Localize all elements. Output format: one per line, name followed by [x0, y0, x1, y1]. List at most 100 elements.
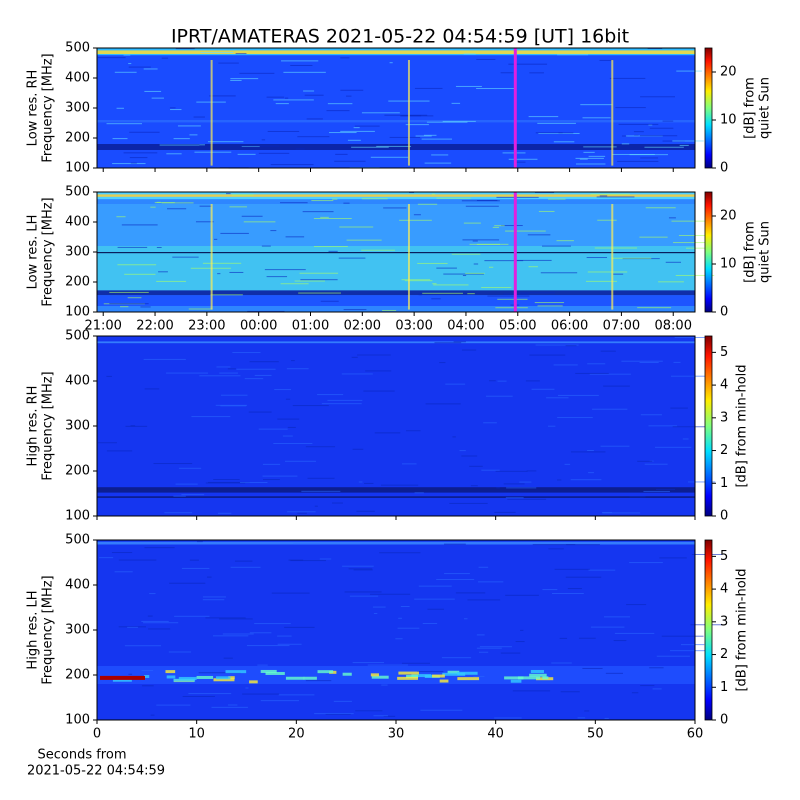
- spectrogram-noise: [220, 405, 247, 407]
- spectrogram-noise: [129, 131, 160, 133]
- spectrogram-noise: [648, 425, 678, 427]
- spectrogram-noise: [588, 569, 616, 571]
- spectrogram-noise: [169, 107, 176, 109]
- spectrogram-noise: [193, 116, 205, 118]
- spectrogram-noise: [455, 85, 482, 87]
- spectrogram-noise: [461, 349, 477, 351]
- spectrogram-noise: [436, 579, 475, 581]
- spectrogram-noise: [469, 243, 509, 245]
- spectrogram-noise: [444, 573, 470, 575]
- y-tick-label: 200: [65, 131, 90, 146]
- burst-streak: [611, 60, 614, 166]
- spectrogram-noise: [106, 123, 143, 125]
- spectrogram-noise: [426, 121, 468, 123]
- spectrogram-noise: [538, 210, 555, 212]
- spectrogram-noise: [612, 273, 624, 275]
- spectrogram-noise: [570, 451, 606, 453]
- spectrogram-noise: [455, 592, 486, 594]
- spectrogram-noise: [199, 205, 213, 207]
- burst-patch: [431, 674, 445, 678]
- spectrogram-noise: [590, 193, 630, 195]
- spectrogram-noise: [519, 481, 532, 483]
- spectrogram-noise: [467, 293, 475, 295]
- spectrogram-noise: [575, 372, 609, 374]
- spectrogram-noise: [237, 153, 256, 155]
- spectrogram-noise: [291, 360, 295, 362]
- spectrogram-noise: [327, 103, 353, 105]
- spectrogram-noise: [515, 259, 552, 261]
- spectrogram-noise: [290, 560, 327, 562]
- spectrogram-noise: [488, 266, 494, 268]
- spectrogram-noise: [205, 482, 246, 484]
- spectrogram-noise: [479, 646, 512, 648]
- spectrogram-noise: [294, 280, 325, 282]
- spectrogram-noise: [302, 211, 334, 213]
- spectrogram-noise: [531, 388, 555, 390]
- spectrogram-noise: [295, 148, 305, 150]
- spectrogram-noise: [597, 219, 617, 221]
- spectrogram-noise: [400, 115, 434, 117]
- spectrogram-noise: [431, 154, 449, 156]
- spectrogram-noise: [285, 236, 305, 238]
- x-tick-label: 10: [188, 727, 205, 742]
- spectrogram-noise: [266, 96, 285, 98]
- spectrogram-noise: [500, 652, 521, 654]
- y-tick-label: 100: [65, 713, 90, 728]
- spectrogram-noise: [585, 280, 618, 282]
- spectrogram-noise: [476, 88, 515, 90]
- colorbar-tick-label: 3: [720, 614, 728, 629]
- spectrogram-noise: [361, 249, 395, 251]
- spectrogram-noise: [542, 589, 558, 591]
- spectrogram-noise: [512, 690, 551, 692]
- x-tick-label: 00:00: [240, 319, 277, 334]
- spectrogram-noise: [529, 72, 544, 74]
- spectrogram-noise: [376, 145, 412, 147]
- colorbar-tick-label: 10: [720, 113, 737, 128]
- spectrogram-noise: [156, 704, 191, 706]
- spectrogram-noise: [307, 477, 335, 479]
- spectrogram-noise: [643, 490, 670, 492]
- y-tick-label: 200: [65, 668, 90, 683]
- spectrogram-noise: [344, 591, 382, 593]
- spectrogram-noise: [494, 225, 505, 227]
- colorbar-tick-label: 0: [720, 305, 728, 320]
- spectrogram-noise: [127, 626, 138, 628]
- spectrogram-noise: [621, 143, 630, 145]
- spectrogram-noise: [210, 294, 243, 296]
- spectrogram-noise: [297, 512, 307, 514]
- spectrogram-noise: [560, 691, 580, 693]
- burst-patch: [439, 679, 449, 683]
- burst-patch: [447, 670, 460, 674]
- spectrogram-noise: [331, 502, 343, 504]
- spectrogram-noise: [278, 694, 315, 696]
- spectrogram-noise: [421, 138, 453, 140]
- spectrogram-noise: [389, 62, 393, 64]
- spectrogram-noise: [570, 479, 602, 481]
- spectrogram-noise: [443, 273, 484, 275]
- spectrogram-noise: [603, 616, 630, 618]
- spectrogram-noise: [374, 432, 401, 434]
- spectrogram-noise: [449, 502, 488, 504]
- spectrogram-noise: [314, 713, 354, 715]
- spectrogram-noise: [327, 399, 363, 401]
- spectrogram-noise: [451, 253, 481, 255]
- spectrogram-noise: [206, 576, 212, 578]
- y-axis-label: Frequency [MHz]: [41, 575, 56, 684]
- spectrogram-band: [97, 194, 695, 197]
- spectrogram-noise: [242, 693, 280, 695]
- spectrogram-noise: [229, 271, 244, 273]
- x-tick-label: 02:00: [344, 319, 381, 334]
- spectrogram-noise: [612, 153, 655, 155]
- spectrogram-noise: [626, 604, 647, 606]
- burst-patch: [165, 670, 176, 674]
- y-tick-label: 500: [65, 185, 90, 200]
- spectrogram-noise: [637, 460, 653, 462]
- spectrogram-noise: [196, 541, 203, 543]
- spectrogram-noise: [453, 341, 466, 343]
- burst-patch: [225, 670, 247, 674]
- spectrogram-noise: [379, 552, 421, 554]
- spectrogram-noise: [195, 221, 214, 223]
- spectrogram-noise: [515, 161, 526, 163]
- spectrogram-noise: [175, 483, 198, 485]
- spectrogram-noise: [633, 131, 644, 133]
